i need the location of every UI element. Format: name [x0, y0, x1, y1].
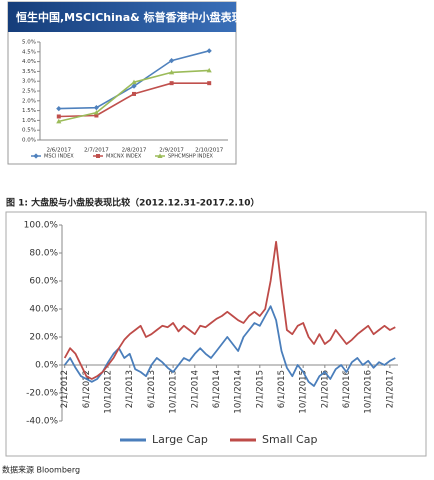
y-tick-label: 0.0%: [22, 138, 36, 144]
y-tick-label: 5.0%: [22, 40, 36, 46]
x-tick-label: 2/10/2017: [195, 148, 224, 154]
series-line: [63, 240, 396, 380]
y-tick-label: 0.0%: [35, 361, 58, 371]
figure-caption: 图 1: 大盘股与小盘股表现比较（2012.12.31-2017.2.10）: [6, 197, 259, 209]
y-tick-label: 2.5%: [22, 89, 36, 95]
y-tick-label: -20.0%: [26, 389, 58, 399]
y-tick-label: -40.0%: [26, 417, 58, 427]
x-tick-label: 2/1/2016: [320, 370, 330, 408]
x-tick-label: 10/1/2012: [104, 370, 114, 414]
x-tick-label: 2/1/2015: [255, 370, 265, 408]
marker: [131, 79, 137, 85]
y-tick-label: 0.5%: [22, 128, 36, 134]
chart-title: 恒生中国,MSCIChina& 标普香港中小盘表现: [16, 10, 243, 24]
marker: [33, 153, 39, 159]
x-tick-label: 6/1/2013: [147, 370, 157, 408]
x-tick-label: 2/1/2014: [190, 370, 200, 408]
y-tick-label: 3.5%: [22, 69, 36, 75]
marker: [206, 48, 212, 54]
x-tick-label: 10/1/2016: [364, 370, 374, 414]
marker: [93, 105, 99, 111]
x-tick-label: 6/1/2012: [82, 370, 92, 408]
y-tick-label: 4.0%: [22, 59, 36, 65]
marker: [157, 153, 163, 158]
y-tick-label: 1.0%: [22, 118, 36, 124]
y-tick-label: 4.5%: [22, 49, 36, 55]
marker: [56, 106, 62, 112]
y-tick-label: 40.0%: [29, 305, 58, 315]
x-tick-label: 2/6/2017: [46, 148, 71, 154]
title-bar: [8, 2, 236, 32]
marker: [169, 58, 175, 64]
x-tick-label: 10/1/2014: [234, 370, 244, 414]
y-tick-label: 2.0%: [22, 98, 36, 104]
legend-label: MXCNX INDEX: [106, 154, 142, 160]
y-tick-label: 60.0%: [29, 277, 58, 287]
marker: [169, 81, 174, 86]
marker: [56, 118, 62, 124]
x-tick-label: 10/1/2013: [169, 370, 179, 414]
x-tick-label: 10/1/2015: [299, 370, 309, 414]
x-tick-label: 6/1/2016: [342, 370, 352, 408]
series-line: [63, 305, 396, 387]
x-tick-label: 6/1/2014: [212, 370, 222, 408]
legend-label: Large Cap: [152, 433, 208, 446]
x-tick-label: 2/9/2017: [159, 148, 184, 154]
x-tick-label: 6/1/2015: [277, 370, 287, 408]
marker: [56, 114, 61, 119]
x-tick-label: 2/8/2017: [122, 148, 147, 154]
y-tick-label: 80.0%: [29, 249, 58, 259]
marker: [207, 81, 212, 86]
legend-label: MSCI INDEX: [44, 154, 74, 160]
x-tick-label: 2/1/2017: [385, 370, 395, 408]
x-tick-label: 2/1/2012: [60, 370, 70, 408]
x-tick-label: 2/1/2013: [125, 370, 135, 408]
y-tick-label: 100.0%: [24, 221, 59, 231]
y-tick-label: 20.0%: [29, 333, 58, 343]
y-tick-label: 1.5%: [22, 108, 36, 114]
x-tick-label: 2/7/2017: [84, 148, 109, 154]
marker: [94, 113, 99, 118]
legend-label: Small Cap: [262, 433, 317, 446]
marker: [206, 67, 212, 73]
y-tick-label: 3.0%: [22, 79, 36, 85]
marker: [93, 109, 99, 115]
marker: [169, 69, 175, 75]
marker: [96, 154, 100, 158]
marker: [132, 91, 136, 96]
source-note: 数据来源 Bloomberg: [2, 465, 80, 475]
legend-label: SPHCMSHP INDEX: [168, 154, 214, 160]
chart-frame: [5, 211, 427, 457]
marker: [131, 83, 137, 89]
